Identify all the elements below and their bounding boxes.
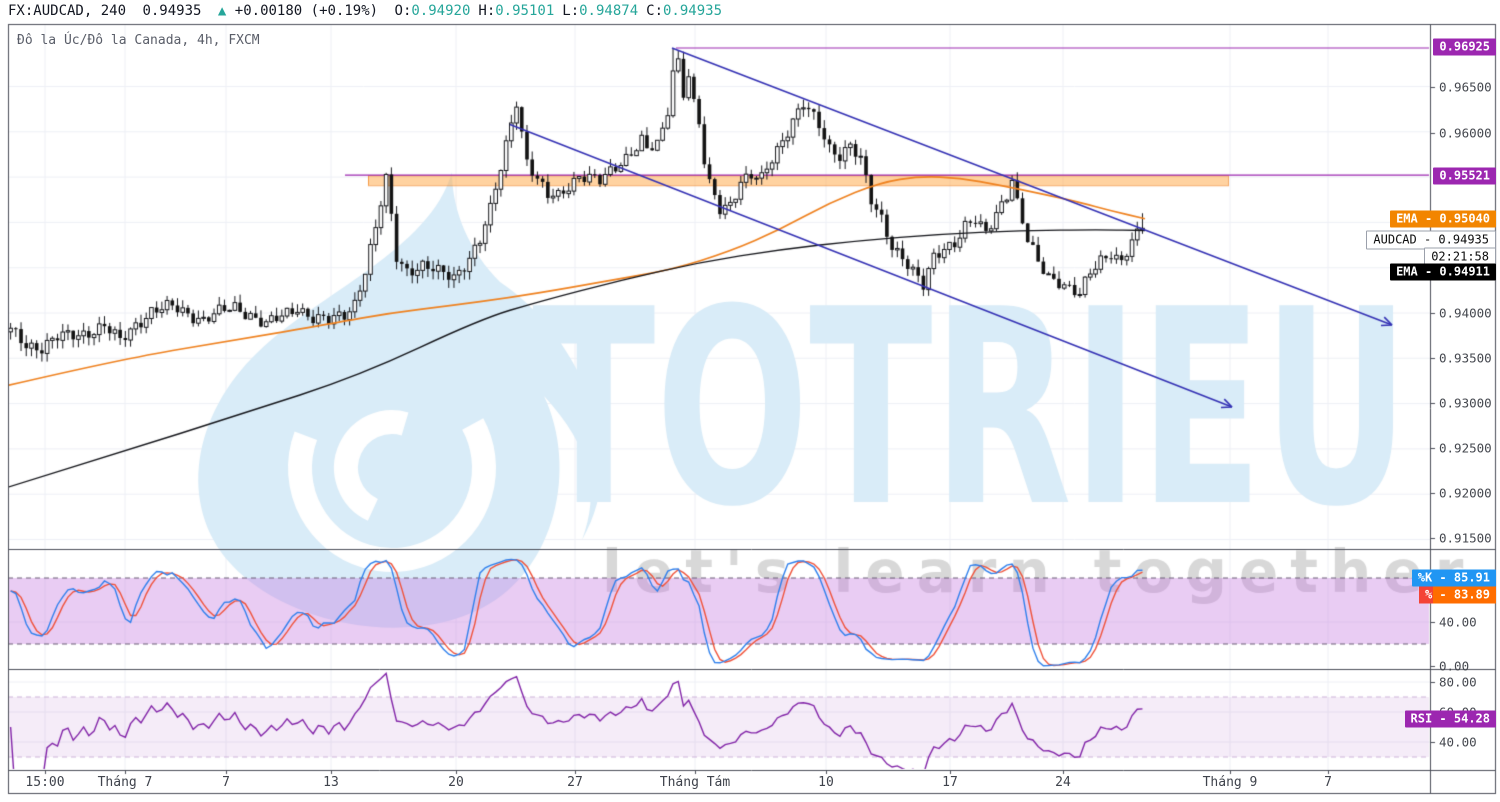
time-tick-label: Tháng 7	[97, 775, 153, 790]
price-tick: 0.91500	[1439, 530, 1492, 546]
price-tick: 0.96000	[1439, 125, 1492, 141]
time-tick-label: 27	[567, 775, 583, 790]
stoch-d-badge: %D - 83.89	[1418, 586, 1496, 604]
price-tick: 0.96500	[1439, 79, 1492, 95]
time-tick-label: 20	[448, 775, 464, 790]
ema-fast-badge: EMA - 0.95040	[1390, 210, 1496, 228]
rsi-badge: RSI - 54.28	[1404, 710, 1496, 728]
price-axis[interactable]	[1430, 24, 1500, 793]
ohlc-label-1: H:	[478, 3, 496, 19]
ohlc-value-0: 0.94920	[411, 3, 471, 19]
up-arrow-icon: ▲	[217, 3, 227, 19]
symbol-interval: FX:AUDCAD, 240	[8, 3, 127, 19]
ohlc-label-3: C:	[646, 3, 663, 19]
time-tick-label: 10	[818, 775, 834, 790]
ohlc-value-3: 0.94935	[663, 3, 723, 19]
time-tick-label: 24	[1055, 775, 1071, 790]
time-tick-label: Tháng 9	[1202, 775, 1258, 790]
time-tick-label: 17	[942, 775, 958, 790]
time-tick-label: 15:00	[25, 775, 65, 790]
ema-slow-badge: EMA - 0.94911	[1390, 263, 1496, 281]
ohlc-value-2: 0.94874	[579, 3, 639, 19]
price-tick: 0.93000	[1439, 395, 1492, 411]
ohlc-value-1: 0.95101	[495, 3, 555, 19]
time-tick-label: Tháng Tám	[659, 775, 731, 790]
last-price: 0.94935	[142, 3, 202, 19]
rsi-tick: 80.00	[1439, 674, 1477, 690]
resistance-price-badge: 0.96925	[1433, 38, 1496, 56]
last-price-badge: AUDCAD - 0.94935	[1366, 230, 1496, 250]
stoch-d-badge-value: - 83.89	[1433, 586, 1496, 604]
price-tick: 0.94000	[1439, 305, 1492, 321]
ohlc-label-0: O:	[394, 3, 412, 19]
chart-legend-title[interactable]: Đô la Úc/Đô la Canada, 4h, FXCM	[17, 33, 260, 48]
price-tick: 0.92500	[1439, 440, 1492, 456]
symbol-header: FX:AUDCAD, 240 0.94935 ▲ +0.00180 (+0.19…	[8, 0, 730, 24]
ohlc-values: O:0.94920 H:0.95101 L:0.94874 C:0.94935	[395, 3, 731, 19]
ohlc-label-2: L:	[562, 3, 580, 19]
rsi-tick: 40.00	[1439, 734, 1477, 750]
price-tick: 0.92000	[1439, 485, 1492, 501]
time-tick-label: 7	[222, 775, 230, 790]
stoch-k-badge: %K - 85.91	[1411, 569, 1496, 587]
price-tick: 0.93500	[1439, 350, 1492, 366]
time-tick-label: 13	[323, 775, 339, 790]
time-tick-label: 7	[1324, 775, 1332, 790]
stoch-tick: 0.00	[1439, 658, 1470, 674]
support-price-badge: 0.95521	[1433, 167, 1496, 185]
time-axis[interactable]	[8, 770, 1430, 793]
stoch-tick: 40.00	[1439, 614, 1477, 630]
price-change: +0.00180 (+0.19%)	[234, 3, 379, 19]
